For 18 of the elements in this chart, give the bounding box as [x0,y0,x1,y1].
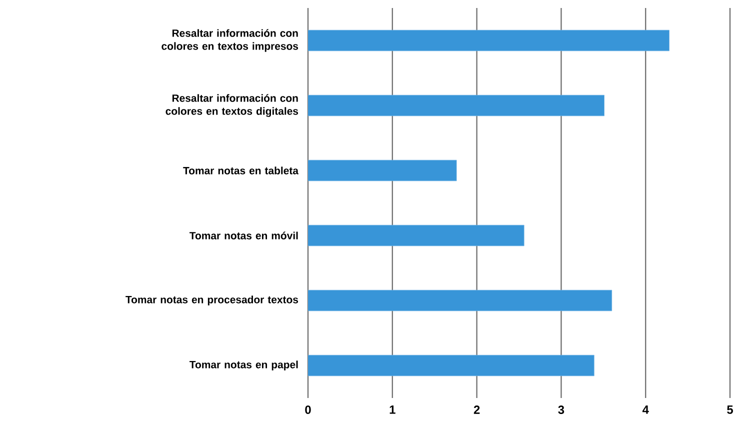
y-tick-label: Resaltar información con colores en textos digitales [166,94,298,117]
bar [308,30,670,52]
y-tick-label: Resaltar información con colores en textos impresos [162,29,298,52]
x-tick-label: 3 [558,406,564,414]
bar [308,290,612,312]
y-tick-label: Tomar notas en procesador textos [126,296,298,306]
x-tick-label: 2 [474,406,480,414]
x-tick-label: 0 [305,406,311,414]
bar [308,354,594,376]
x-tick-label: 1 [390,406,396,414]
bar [308,224,524,246]
bar [308,160,457,182]
y-tick-label: Tomar notas en móvil [190,232,298,240]
bar [308,94,604,116]
x-tick-label: 5 [727,406,733,414]
y-tick-label: Tomar notas en papel [190,360,298,370]
x-tick-label: 4 [642,406,649,414]
y-tick-label: Tomar notas en tableta [183,166,299,174]
